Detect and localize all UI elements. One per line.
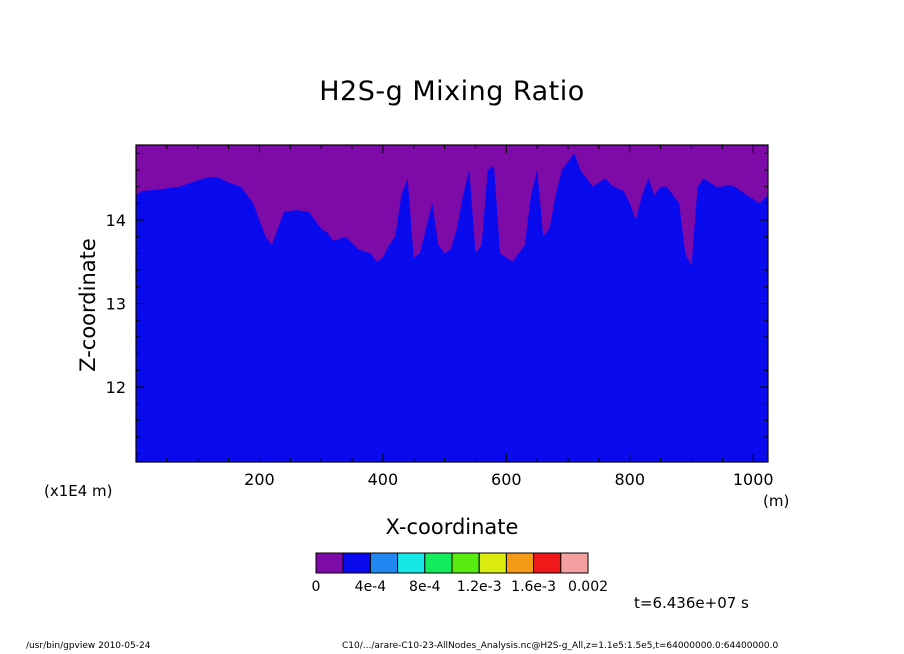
chart-title: H2S-g Mixing Ratio [319,76,585,107]
y-tick-label: 13 [106,295,126,314]
x-unit-label: (m) [763,492,790,510]
colorbar-tick-label: 1.2e-3 [457,579,502,595]
time-label: t=6.436e+07 s [634,594,749,612]
y-tick-label: 12 [106,378,126,397]
colorbar-cell [451,552,480,574]
colorbar-cell [424,552,453,574]
footer-source: C10/.../arare-C10-23-AllNodes_Analysis.n… [342,641,779,651]
colorbar-cell [342,552,371,574]
y-tick-label: 14 [106,211,126,230]
colorbar-tick-label: 0 [312,579,321,595]
x-tick-label: 200 [244,470,275,489]
colorbar-cell [533,552,562,574]
colorbar-cell [369,552,399,574]
colorbar-cell [315,552,344,574]
colorbar-cell [505,552,535,574]
y-axis-label: Z-coordinate [76,238,100,372]
region-upper [136,145,768,266]
colorbar-tick-label: 0.002 [568,579,608,595]
x-axis-label: X-coordinate [385,515,519,539]
colorbar-cell [397,552,426,574]
x-tick-label: 800 [614,470,645,489]
x-tick-label: 600 [491,470,522,489]
x-tick-label: 400 [368,470,399,489]
x-tick-label: 1000 [733,470,774,489]
z-scale-label: (x1E4 m) [44,482,113,500]
colorbar-tick-label: 8e-4 [409,579,441,595]
colorbar-tick-label: 4e-4 [355,579,387,595]
colorbar-cell [478,552,507,574]
colorbar-tick-label: 1.6e-3 [511,579,556,595]
footer-program: /usr/bin/gpview 2010-05-24 [26,641,151,651]
colorbar-cell [560,552,589,574]
